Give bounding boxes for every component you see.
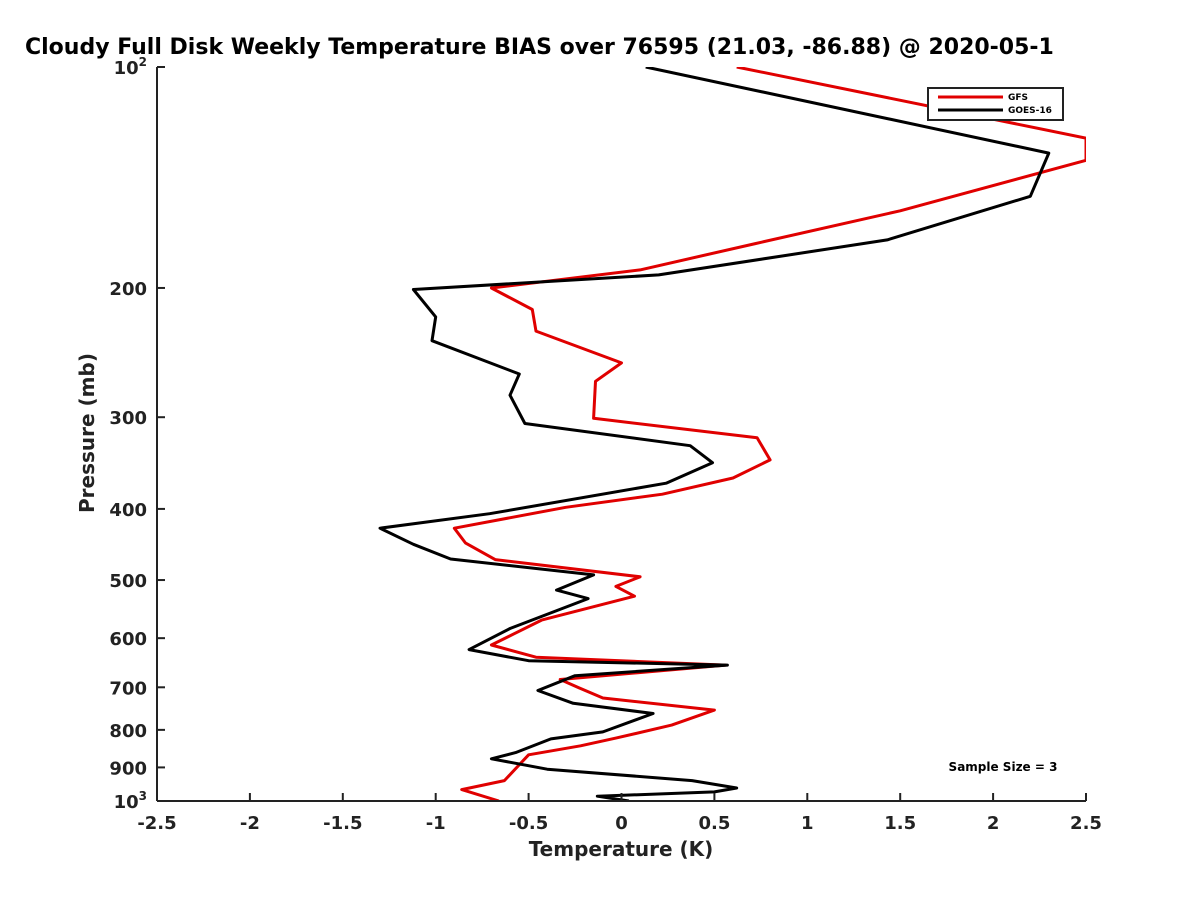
y-tick-label: 103 (114, 789, 147, 813)
y-tick-label: 500 (109, 571, 147, 592)
y-tick-label: 700 (109, 678, 147, 699)
series-line-gfs (452, 67, 1086, 801)
sample-size-annotation: Sample Size = 3 (949, 760, 1058, 774)
legend-label: GOES-16 (1008, 106, 1052, 116)
x-tick-label: 2.5 (1070, 813, 1102, 834)
y-tick-label: 400 (109, 500, 147, 521)
y-tick-label: 102 (114, 55, 147, 79)
x-tick-label: -2 (240, 813, 260, 834)
y-axis-label: Pressure (mb) (75, 353, 99, 513)
x-tick-label: -0.5 (509, 813, 548, 834)
x-tick-label: -1.5 (323, 813, 362, 834)
legend: GFS GOES-16 (927, 87, 1064, 121)
y-tick-label: 300 (109, 408, 147, 429)
x-tick-label: 0.5 (698, 813, 730, 834)
x-tick-label: 0 (615, 813, 628, 834)
legend-box (927, 87, 1064, 121)
y-tick-label: 800 (109, 721, 147, 742)
series-layer (378, 67, 1086, 801)
y-tick-label: 200 (109, 279, 147, 300)
y-tick-label: 600 (109, 629, 147, 650)
x-tick-label: 1 (801, 813, 814, 834)
x-tick-label: 2 (987, 813, 1000, 834)
y-tick-label: 900 (109, 758, 147, 779)
x-tick-label: -1 (426, 813, 446, 834)
x-tick-label: 1.5 (884, 813, 916, 834)
x-axis-label: Temperature (K) (529, 837, 714, 861)
axes-layer: -2.5 -2 -1.5 -1 -0.5 0 0.5 1 1.5 2 2.5 102 200 300 400… (109, 55, 1102, 834)
series-line-goes-16 (378, 67, 1051, 801)
chart-title: Cloudy Full Disk Weekly Temperature BIAS… (25, 35, 1054, 60)
x-tick-label: -2.5 (137, 813, 176, 834)
legend-label: GFS (1008, 93, 1028, 103)
